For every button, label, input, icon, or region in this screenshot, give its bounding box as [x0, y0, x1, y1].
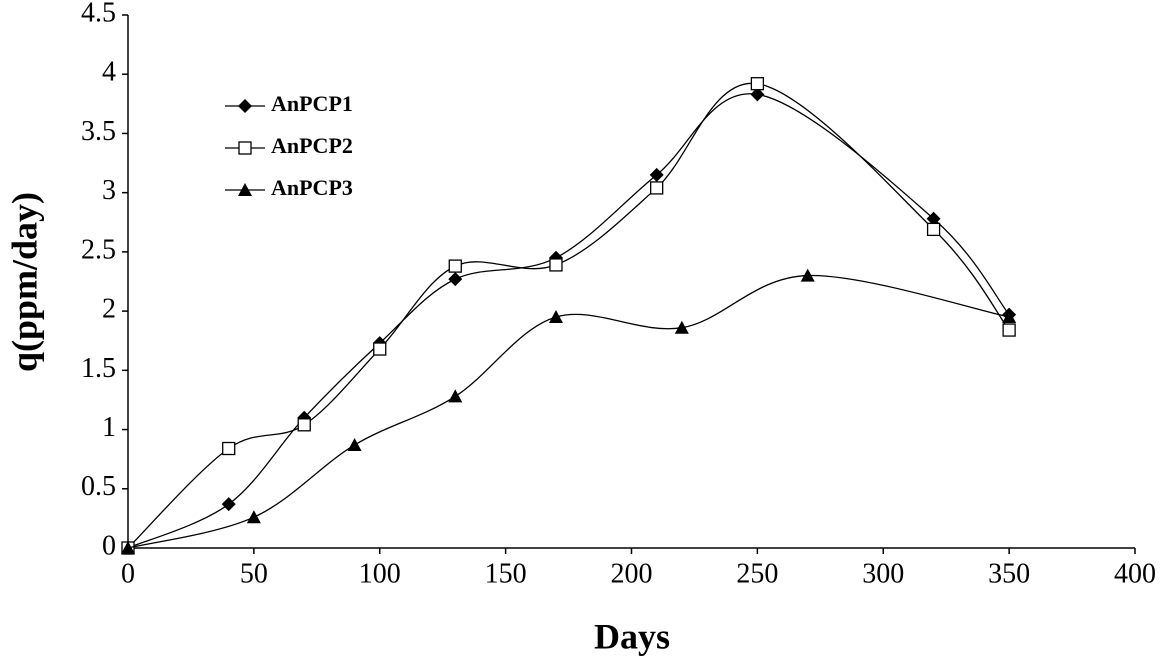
- x-tick-label: 0: [121, 558, 135, 589]
- data-point: [800, 268, 815, 282]
- legend-marker: [238, 141, 252, 155]
- data-point: [297, 418, 311, 432]
- y-tick-label: 3.5: [81, 116, 116, 147]
- legend-marker: [238, 99, 252, 113]
- data-point: [674, 320, 689, 334]
- y-tick-label: 4.5: [81, 0, 116, 28]
- x-tick-label: 400: [1114, 558, 1156, 589]
- data-point: [221, 497, 236, 512]
- data-point: [926, 211, 941, 226]
- data-point: [347, 437, 362, 451]
- x-tick-label: 50: [240, 558, 268, 589]
- series-line: [127, 274, 1010, 549]
- y-tick-label: 1: [102, 412, 116, 443]
- data-point: [448, 272, 463, 287]
- data-point: [926, 222, 941, 237]
- y-tick-label: 4: [102, 57, 116, 88]
- y-tick-label: 0: [102, 530, 116, 561]
- x-tick-label: 150: [485, 558, 527, 589]
- data-point: [750, 87, 765, 102]
- legend-label: AnPCP2: [271, 133, 353, 158]
- y-tick-label: 0.5: [81, 471, 116, 502]
- data-point: [246, 510, 261, 524]
- x-tick-label: 250: [736, 558, 778, 589]
- legend-marker: [238, 183, 252, 196]
- x-tick-label: 350: [988, 558, 1030, 589]
- y-tick-label: 3: [102, 175, 116, 206]
- series-line: [127, 93, 1010, 549]
- data-point: [448, 259, 462, 273]
- data-point: [649, 167, 664, 182]
- x-axis-label: Days: [594, 616, 670, 656]
- legend-label: AnPCP3: [271, 175, 353, 200]
- y-axis-label: q(ppm/day): [4, 192, 44, 372]
- series-line: [127, 82, 1010, 549]
- data-point: [448, 389, 463, 403]
- x-tick-label: 300: [862, 558, 904, 589]
- data-point: [222, 441, 236, 456]
- data-point: [373, 342, 387, 356]
- data-point: [549, 258, 563, 272]
- x-tick-label: 100: [359, 558, 401, 589]
- x-tick-label: 200: [611, 558, 653, 589]
- data-point: [121, 541, 135, 554]
- data-point: [750, 77, 765, 91]
- data-point: [650, 181, 664, 195]
- y-tick-label: 2: [102, 294, 116, 325]
- data-point: [1002, 310, 1017, 324]
- legend-label: AnPCP1: [271, 91, 353, 116]
- y-tick-label: 2.5: [81, 234, 116, 265]
- data-point: [1002, 323, 1016, 337]
- y-tick-label: 1.5: [81, 353, 116, 384]
- data-point: [548, 310, 563, 324]
